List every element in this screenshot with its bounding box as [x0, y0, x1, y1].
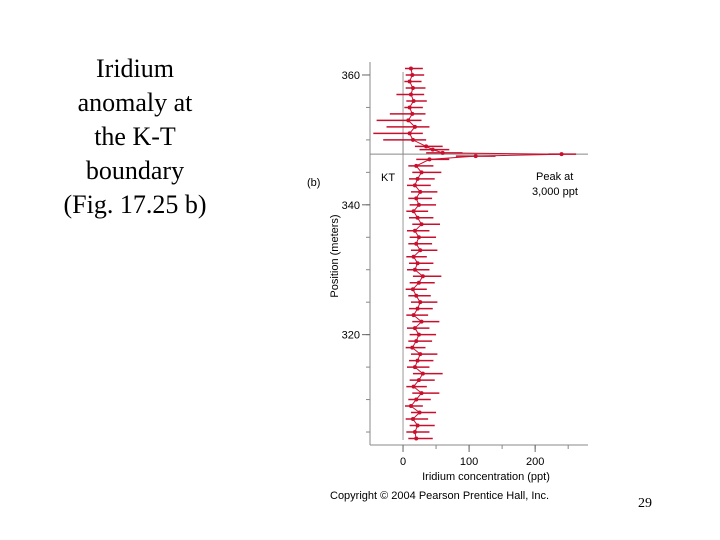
- y-tick-label: 340: [342, 200, 360, 212]
- title-line: the K-T: [94, 122, 176, 151]
- y-tick-label: 360: [342, 70, 360, 82]
- chart-axes: 320 340 360 0 100 200: [342, 62, 588, 468]
- panel-label: (b): [307, 177, 320, 189]
- title-line: anomaly at: [77, 88, 193, 117]
- peak-annotation-line1: Peak at: [536, 171, 573, 183]
- boundary-label: KT: [381, 172, 395, 184]
- x-tick-label: 200: [526, 456, 544, 468]
- copyright: Copyright © 2004 Pearson Prentice Hall, …: [330, 490, 549, 502]
- title-line: boundary: [85, 156, 185, 185]
- y-axis-label: Position (meters): [329, 214, 341, 297]
- title-line: (Fig. 17.25 b): [63, 190, 207, 219]
- series-line: [407, 68, 562, 439]
- y-tick-label: 320: [342, 330, 360, 342]
- page-number: 29: [638, 496, 652, 511]
- x-axis-label: Iridium concentration (ppt): [422, 471, 550, 483]
- peak-annotation-line2: 3,000 ppt: [532, 186, 578, 198]
- x-tick-label: 0: [400, 456, 406, 468]
- title-line: Iridium: [96, 54, 174, 83]
- slide-title: Iridium anomaly at the K-T boundary (Fig…: [40, 52, 230, 222]
- data-point: [414, 436, 419, 441]
- chart-marks: [373, 66, 577, 441]
- x-tick-label: 100: [460, 456, 478, 468]
- data-point: [408, 66, 413, 71]
